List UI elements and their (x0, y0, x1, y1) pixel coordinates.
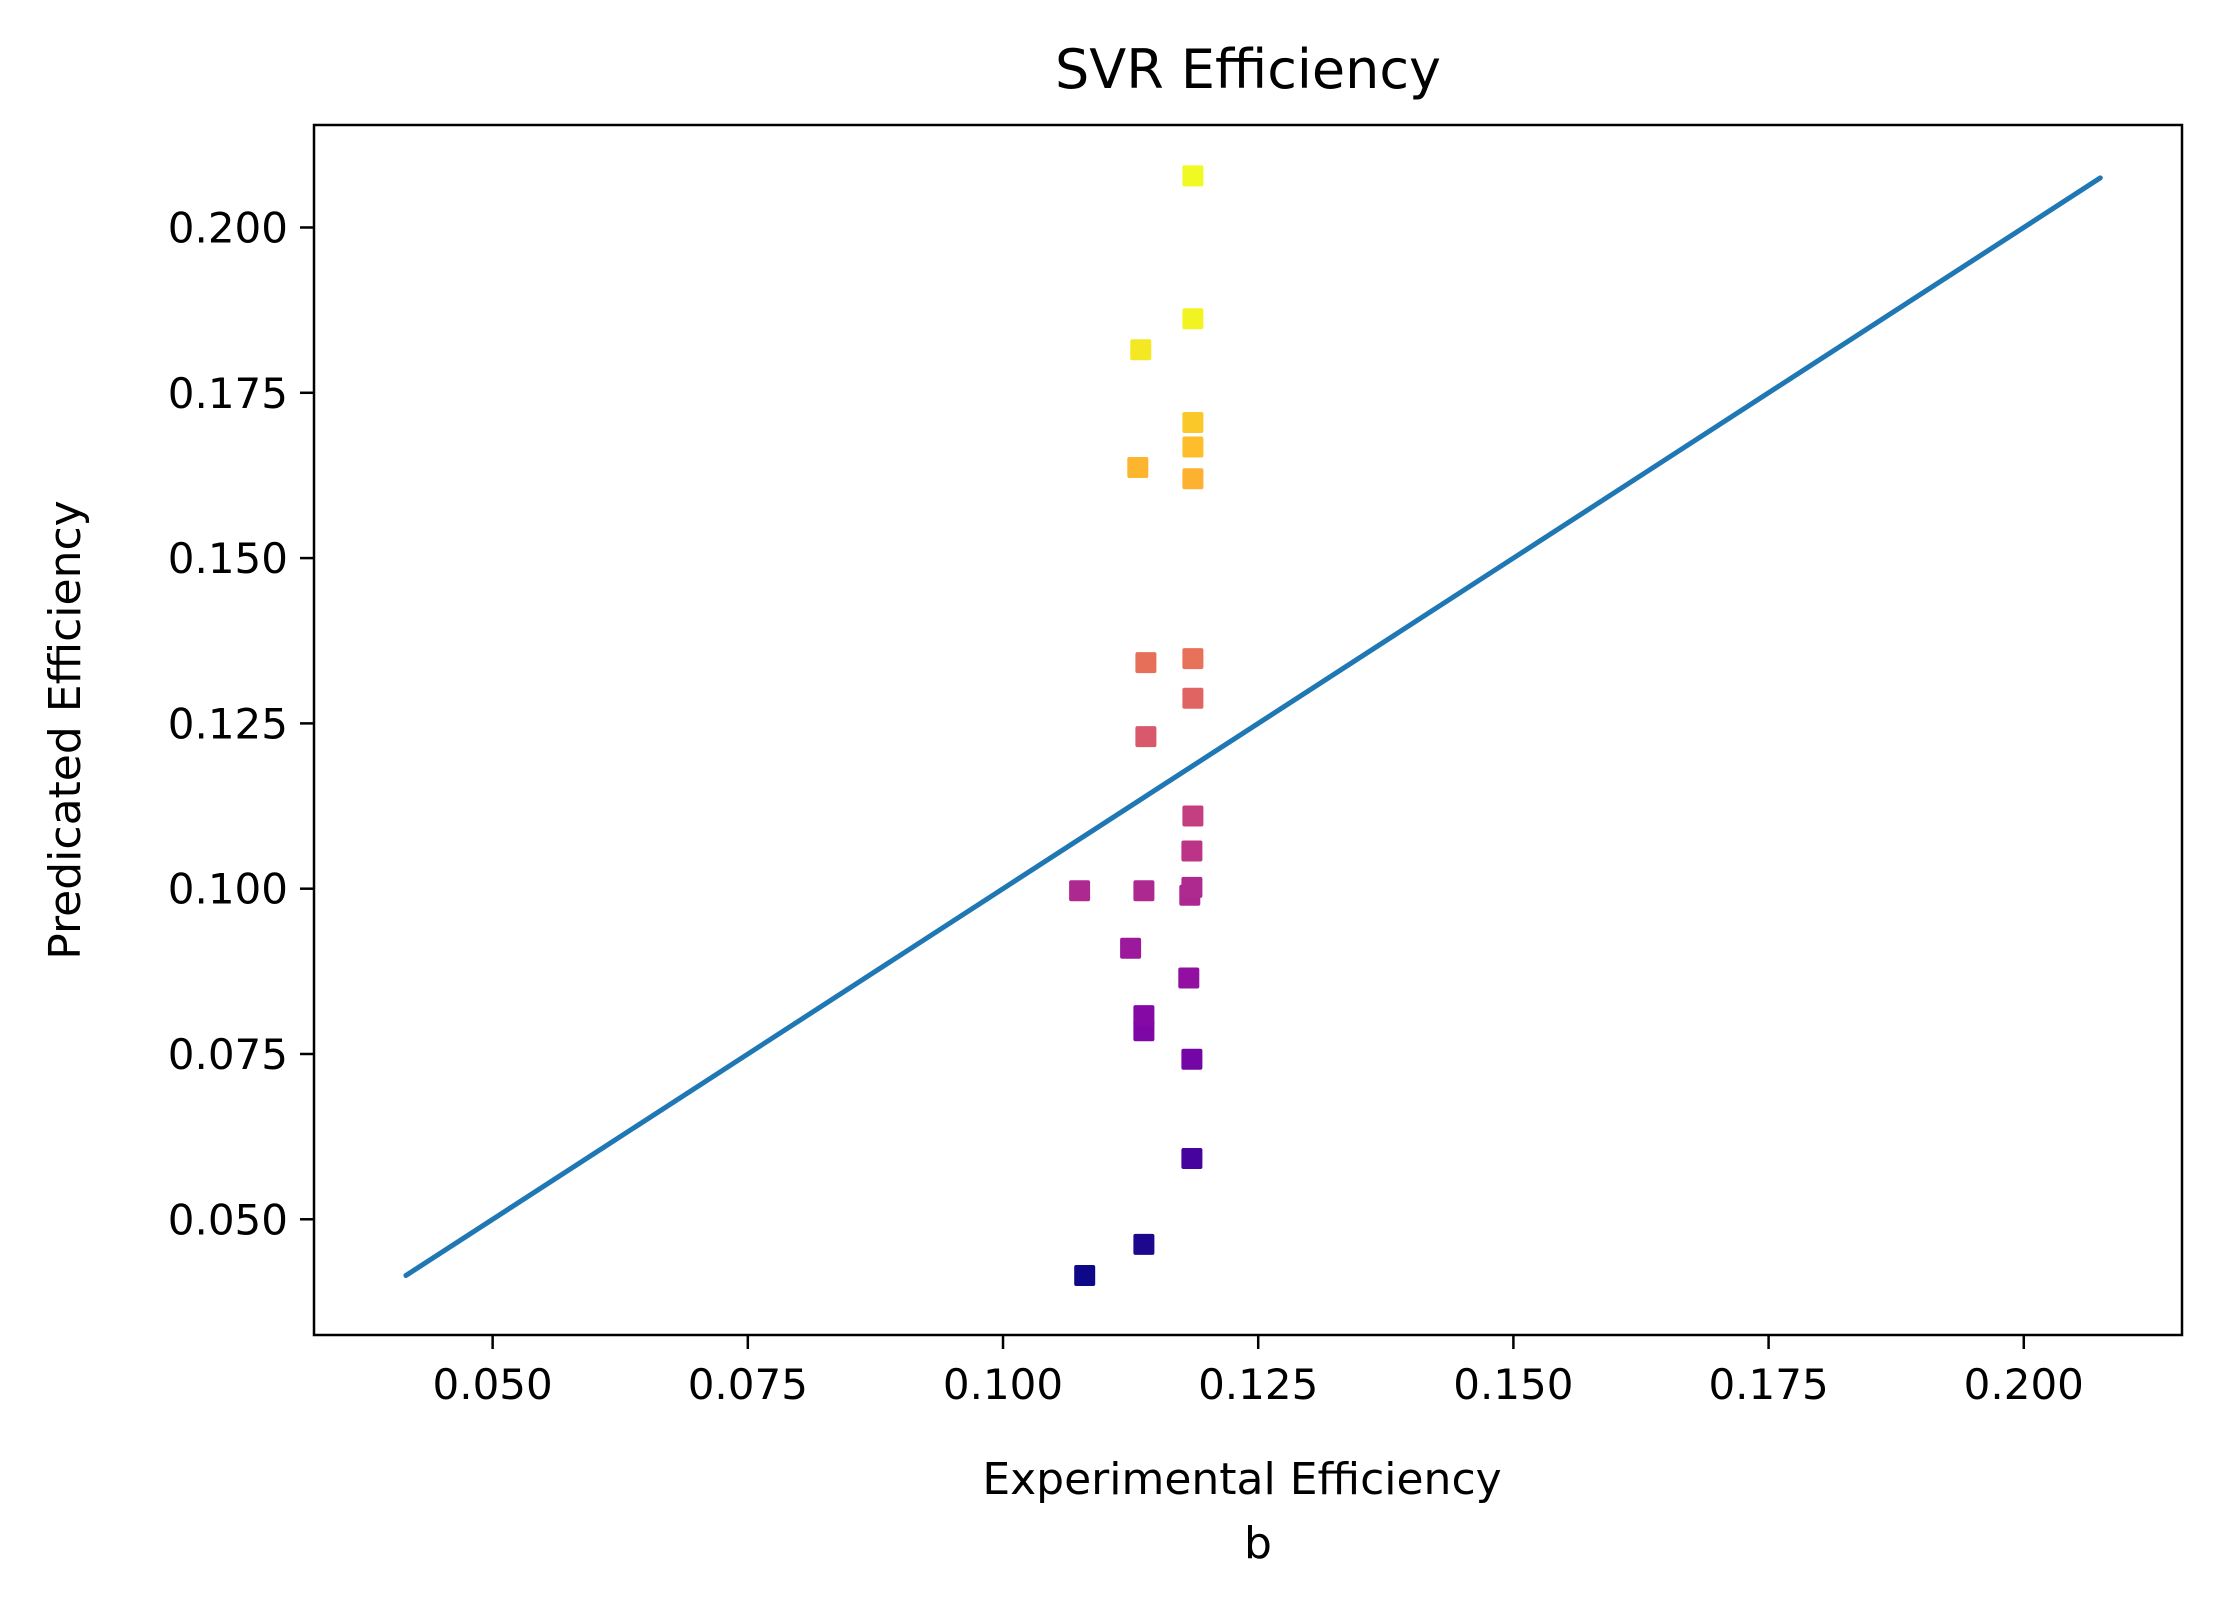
scatter-point-21 (1182, 436, 1204, 458)
scatter-point-20 (1127, 457, 1149, 478)
scatter-point-23 (1130, 339, 1152, 361)
scatter-point-24 (1182, 308, 1204, 330)
scatter-point-15 (1135, 726, 1157, 748)
scatter-point-8 (1120, 937, 1142, 959)
scatter-point-14 (1182, 805, 1204, 827)
y-tick-label-3: 0.100 (168, 865, 288, 914)
panel-label: b (1244, 1518, 1272, 1569)
x-tick-label-6: 0.175 (1708, 1360, 1828, 1409)
scatter-point-17 (1135, 652, 1157, 674)
scatter-point-22 (1182, 412, 1204, 433)
scatter-point-3 (1181, 1148, 1203, 1169)
scatter-point-2 (1133, 1233, 1155, 1255)
y-axis-ticks: 0.050 0.075 0.100 0.125 0.150 0.175 0.200 (168, 203, 314, 1244)
scatter-point-25 (1182, 165, 1204, 187)
y-tick-label-5: 0.150 (168, 534, 288, 583)
x-tick-label-4: 0.125 (1198, 1360, 1318, 1409)
x-tick-label-1: 0.050 (433, 1360, 553, 1409)
scatter-point-13 (1181, 840, 1203, 862)
y-tick-label-7: 0.200 (168, 203, 288, 252)
y-tick-label-2: 0.075 (168, 1030, 288, 1079)
reference-line (403, 175, 2103, 1278)
x-tick-label-2: 0.075 (688, 1360, 808, 1409)
y-axis-label: Predicated Efficiency (40, 500, 91, 959)
chart-title: SVR Efficiency (1055, 38, 1441, 101)
scatter-point-7 (1178, 967, 1200, 989)
x-axis-ticks: 0.050 0.075 0.100 0.125 0.150 0.175 0.200 (433, 1335, 2084, 1409)
scatter-point-18 (1182, 648, 1204, 670)
x-tick-label-5: 0.150 (1453, 1360, 1573, 1409)
x-tick-label-3: 0.100 (943, 1360, 1063, 1409)
plot-frame (312, 123, 2184, 1337)
x-axis-label: Experimental Efficiency (982, 1454, 1501, 1505)
scatter-point-16 (1182, 687, 1204, 709)
scatter-point-1 (1074, 1265, 1096, 1286)
scatter-points (1069, 165, 1204, 1286)
y-tick-label-4: 0.125 (168, 699, 288, 748)
scatter-point-12 (1181, 876, 1203, 898)
y-tick-label-6: 0.175 (168, 369, 288, 418)
scatter-point-19 (1182, 468, 1204, 490)
scatter-point-4 (1181, 1048, 1203, 1070)
x-tick-label-7: 0.200 (1964, 1360, 2084, 1409)
y-tick-label-1: 0.050 (168, 1195, 288, 1244)
scatter-point-6 (1133, 1005, 1155, 1027)
scatter-point-10 (1069, 880, 1091, 902)
scatter-point-11 (1133, 880, 1155, 902)
